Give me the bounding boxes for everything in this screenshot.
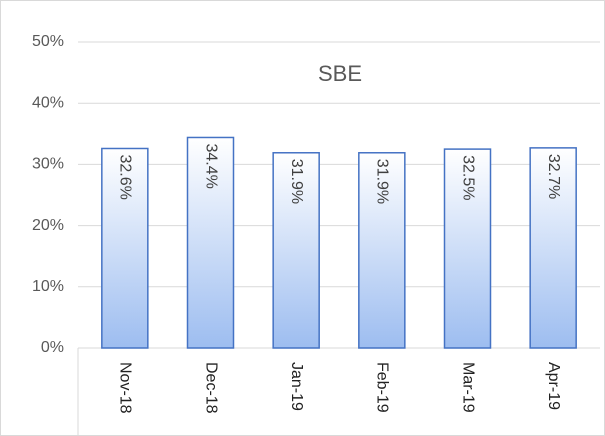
bar — [272, 152, 320, 349]
data-label: 32.7% — [545, 154, 562, 199]
bar — [186, 136, 235, 349]
y-tick-label: 40% — [32, 94, 64, 111]
x-tick-label: Jan-19 — [288, 362, 305, 411]
y-tick-label: 0% — [41, 339, 64, 356]
data-label: 32.5% — [459, 155, 476, 200]
bar — [101, 147, 149, 349]
x-tick-label: Feb-19 — [374, 362, 391, 413]
x-tick-label: Apr-19 — [545, 362, 562, 410]
y-tick-label: 20% — [32, 217, 64, 234]
data-label: 31.9% — [288, 159, 305, 204]
chart-title: SBE — [318, 61, 362, 86]
bar — [358, 152, 406, 349]
data-label: 34.4% — [202, 143, 219, 188]
x-tick-label: Nov-18 — [117, 362, 134, 414]
data-label: 31.9% — [374, 159, 391, 204]
x-tick-label: Mar-19 — [459, 362, 476, 413]
y-tick-label: 30% — [32, 156, 64, 173]
y-tick-label: 50% — [32, 33, 64, 50]
data-label: 32.6% — [117, 154, 134, 199]
x-tick-label: Dec-18 — [202, 362, 219, 414]
bar — [529, 147, 577, 349]
bar — [443, 148, 492, 349]
y-tick-label: 10% — [32, 278, 64, 295]
